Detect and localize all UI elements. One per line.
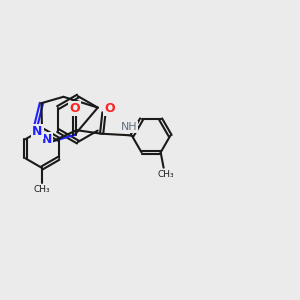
Text: N: N [32,125,43,138]
Text: O: O [104,103,115,116]
Text: CH₃: CH₃ [34,185,50,194]
Text: O: O [69,102,80,115]
Text: N: N [42,133,52,146]
Text: CH₃: CH₃ [158,169,174,178]
Text: NH: NH [120,122,137,132]
